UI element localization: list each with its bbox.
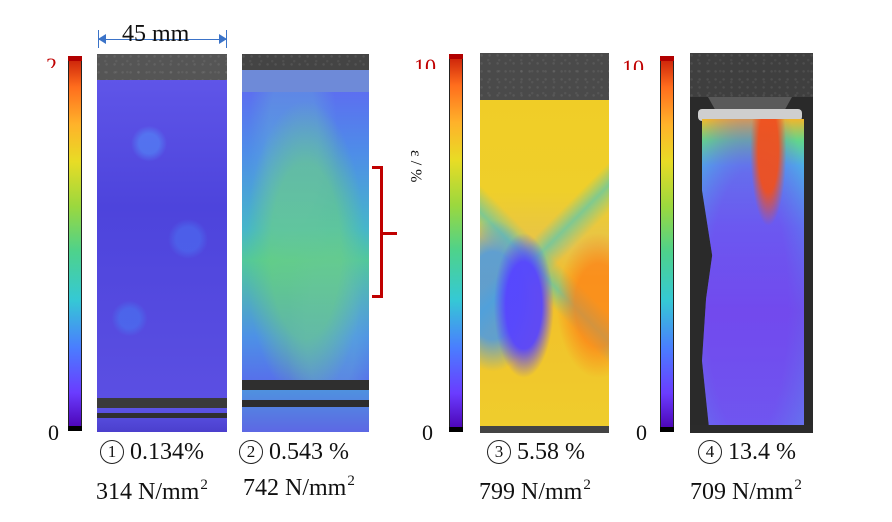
- sample-3-strain-value: 5.58 %: [517, 439, 585, 465]
- sample-2-strain-value: 0.543 %: [269, 439, 349, 465]
- sample-2-stress: 742 N/mm2: [243, 473, 355, 501]
- sample-1-stress-value: 314 N/mm: [96, 479, 200, 505]
- sample-1-strain-value: 0.134%: [130, 439, 204, 465]
- sample-1-index-icon: 1: [100, 440, 124, 464]
- region-brace-top: [372, 166, 382, 169]
- colorbar-1-top-label: 2: [46, 55, 57, 68]
- sample-3-strain: 3 5.58 %: [487, 440, 585, 464]
- sample-4-strain-value: 13.4 %: [728, 439, 796, 465]
- colorbar-3: [660, 56, 674, 432]
- colorbar-2-min-cap: [449, 427, 463, 432]
- sample-3-index-icon: 3: [487, 440, 511, 464]
- dimension-arrow-right-icon: [219, 34, 227, 44]
- sample-1-strain: 1 0.134%: [100, 440, 204, 464]
- dimension-label: 45 mm: [122, 21, 190, 47]
- sample-3-stress-exponent: 2: [583, 477, 591, 493]
- specimen-1-image: [97, 54, 227, 432]
- colorbar-2-max-cap: [449, 54, 463, 59]
- sample-4-index-icon: 4: [698, 440, 722, 464]
- region-brace-tip: [383, 232, 397, 235]
- dimension-arrow-left-icon: [98, 34, 106, 44]
- colorbar-1-min-cap: [68, 426, 82, 431]
- specimen-3-image: [480, 53, 609, 433]
- sample-4-strain: 4 13.4 %: [698, 440, 796, 464]
- specimen-4-image: [690, 53, 813, 433]
- sample-2-index-icon: 2: [239, 440, 263, 464]
- colorbar-1-bottom-label: 0: [48, 420, 59, 445]
- region-brace-vertical: [380, 166, 383, 298]
- side-axis-label: ε / %: [407, 150, 424, 183]
- colorbar-2-top-label: 10: [414, 56, 436, 69]
- sample-2-strain: 2 0.543 %: [239, 440, 349, 464]
- sample-1-stress: 314 N/mm2: [96, 477, 208, 505]
- specimen-2-image: [242, 54, 369, 432]
- sample-3-stress: 799 N/mm2: [479, 477, 591, 505]
- colorbar-3-min-cap: [660, 427, 674, 432]
- sample-4-stress-exponent: 2: [794, 477, 802, 493]
- colorbar-1-max-cap: [68, 56, 82, 61]
- colorbar-3-top-label: 10: [622, 57, 644, 70]
- sample-1-stress-exponent: 2: [200, 477, 208, 493]
- sample-4-stress: 709 N/mm2: [690, 477, 802, 505]
- sample-2-stress-exponent: 2: [347, 473, 355, 489]
- colorbar-3-bottom-label: 0: [636, 420, 647, 445]
- sample-2-stress-value: 742 N/mm: [243, 475, 347, 501]
- region-brace-bottom: [372, 295, 382, 298]
- colorbar-2-bottom-label: 0: [422, 420, 433, 445]
- sample-4-stress-value: 709 N/mm: [690, 479, 794, 505]
- sample-3-stress-value: 799 N/mm: [479, 479, 583, 505]
- colorbar-2: [449, 54, 463, 432]
- colorbar-3-max-cap: [660, 56, 674, 61]
- dimension-line: [98, 34, 227, 44]
- colorbar-1: [68, 56, 82, 431]
